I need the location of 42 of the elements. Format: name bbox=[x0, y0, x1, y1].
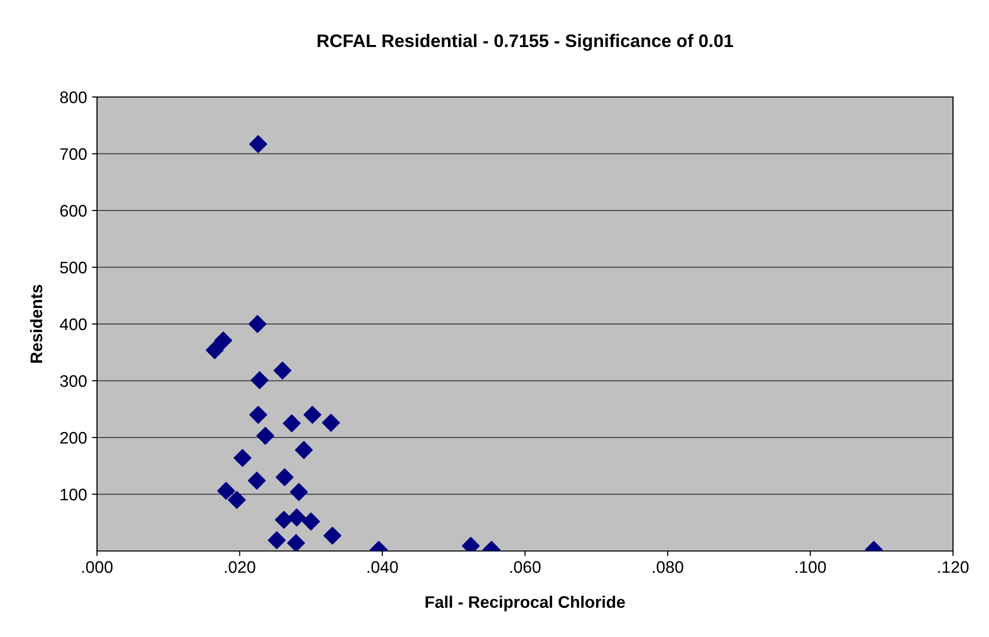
y-tick-label: 100 bbox=[60, 488, 87, 500]
point bbox=[304, 406, 322, 424]
point bbox=[249, 406, 268, 424]
x-tick-label: .020 bbox=[224, 561, 256, 573]
point bbox=[248, 315, 266, 333]
x-axis-title: Fall - Reciprocal Chloride bbox=[426, 596, 625, 612]
point bbox=[217, 482, 236, 500]
y-tick-label: 300 bbox=[60, 375, 87, 387]
x-tick-label: .120 bbox=[938, 561, 969, 573]
point bbox=[288, 508, 306, 526]
point bbox=[234, 449, 252, 467]
y-tick-label: 600 bbox=[60, 204, 87, 217]
point bbox=[276, 468, 294, 486]
point bbox=[214, 332, 232, 350]
x-tick-label: .000 bbox=[82, 561, 113, 573]
point bbox=[287, 534, 305, 551]
y-axis-title: Residents bbox=[30, 284, 42, 363]
point bbox=[322, 414, 340, 432]
point bbox=[256, 426, 274, 445]
y-tick-label: 200 bbox=[60, 432, 87, 444]
point bbox=[290, 483, 308, 501]
point bbox=[323, 526, 342, 545]
point bbox=[294, 441, 313, 459]
point bbox=[282, 414, 301, 432]
point bbox=[248, 472, 266, 490]
point bbox=[302, 512, 320, 530]
y-tick-label: 500 bbox=[60, 262, 87, 274]
point bbox=[250, 371, 269, 390]
point bbox=[228, 491, 246, 509]
point bbox=[249, 135, 268, 154]
point bbox=[274, 510, 293, 529]
point bbox=[206, 341, 224, 360]
point bbox=[268, 531, 286, 550]
chart-title: RCFAL Residential - 0.7155 - Significance of 0.01 bbox=[318, 34, 734, 51]
point bbox=[274, 362, 292, 380]
y-tick-label: 800 bbox=[60, 91, 87, 104]
x-tick-label: .040 bbox=[368, 561, 398, 573]
y-tick-label: 700 bbox=[60, 148, 87, 160]
x-tick-label: .060 bbox=[510, 561, 541, 573]
y-tick-label: 400 bbox=[60, 318, 87, 330]
x-tick-label: .080 bbox=[652, 561, 684, 573]
x-tick-label: .100 bbox=[796, 561, 826, 573]
